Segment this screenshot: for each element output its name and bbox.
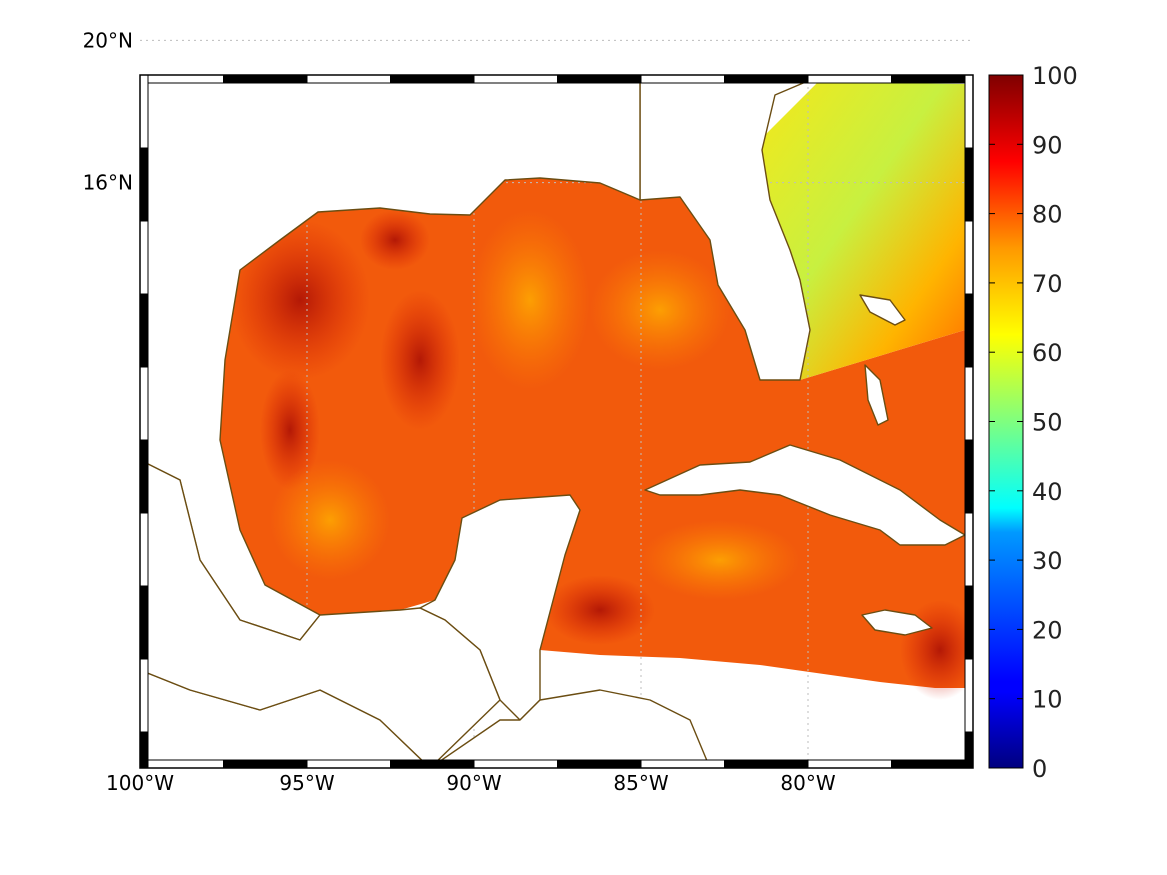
frame-right-seg [964,731,974,769]
frame-top-seg [473,74,558,84]
frame-top-seg [557,74,642,84]
frame-left-seg [139,512,149,587]
latitude-ticks: 32°N28°N24°N20°N16°N [83,28,133,195]
data-field [220,82,973,700]
jamaica [861,609,933,636]
frame-right-seg [964,220,974,295]
frame-right-seg [964,74,974,149]
frame-bottom-seg [640,759,725,769]
frame-right-seg [964,585,974,660]
frame-border [139,74,974,769]
colorbar-tick-label: 20 [1032,616,1063,644]
colorbar-tick-label: 50 [1032,409,1063,437]
frame-right-seg [964,147,974,222]
frame-right-seg [964,293,974,368]
frame-left-seg [139,585,149,660]
frame-bottom-seg [473,759,558,769]
frame-bottom-seg [139,759,224,769]
lon-tick-label: 95°W [279,771,334,795]
longitude-ticks: 100°W 95°W 90°W 85°W 80°W [106,771,836,795]
frame-left-seg [139,366,149,441]
frame-bottom-seg [223,759,308,769]
frame-top-seg [139,74,224,84]
frame-bottom-seg [390,759,475,769]
frame-right-seg [964,658,974,733]
frame-left-seg [139,74,149,149]
frame-top-seg [640,74,725,84]
lon-tick-label: 100°W [106,771,174,795]
frame-top-seg [306,74,391,84]
map-frame [139,74,974,769]
frame-right-seg [964,512,974,587]
abaco-island [859,294,906,326]
colorbar-tick-label: 0 [1032,755,1047,783]
cuba [644,444,966,546]
frame-top-seg [223,74,308,84]
colorbar-tick-label: 30 [1032,547,1063,575]
frame-top-seg [390,74,475,84]
lon-tick-label: 90°W [446,771,501,795]
colorbar-tick-label: 40 [1032,478,1063,506]
colorbar-tick-label: 80 [1032,201,1063,229]
frame-bottom-seg [807,759,892,769]
lat-tick-label: 20°N [83,28,133,52]
frame-right-seg [964,439,974,514]
frame-left-seg [139,658,149,733]
honduras-coast [429,689,711,768]
atlantic-field [758,82,965,380]
frame-bottom-seg [306,759,391,769]
colorbar-tick-label: 10 [1032,686,1063,714]
colorbar-tick-label: 70 [1032,270,1063,298]
frame-bottom-seg [724,759,809,769]
frame-left-seg [139,439,149,514]
land-masses [140,75,973,768]
frame-top-seg [891,74,974,84]
frame-top-seg [724,74,809,84]
frame-left-seg [139,220,149,295]
frame-left-seg [139,147,149,222]
mexico-coast [140,459,501,768]
frame-top-seg [807,74,892,84]
frame-left-seg [139,731,149,769]
andros-island [864,364,889,426]
colorbar-tick-label: 90 [1032,131,1063,159]
lon-tick-label: 80°W [780,771,835,795]
frame-left-seg [139,293,149,368]
lon-tick-label: 85°W [613,771,668,795]
frame-bottom-seg [557,759,642,769]
colorbar-tick-label: 60 [1032,339,1063,367]
lat-tick-label: 16°N [83,171,133,195]
frame-right-seg [964,366,974,441]
colorbar-tick-label: 100 [1032,62,1078,90]
frame-bottom-seg [891,759,974,769]
